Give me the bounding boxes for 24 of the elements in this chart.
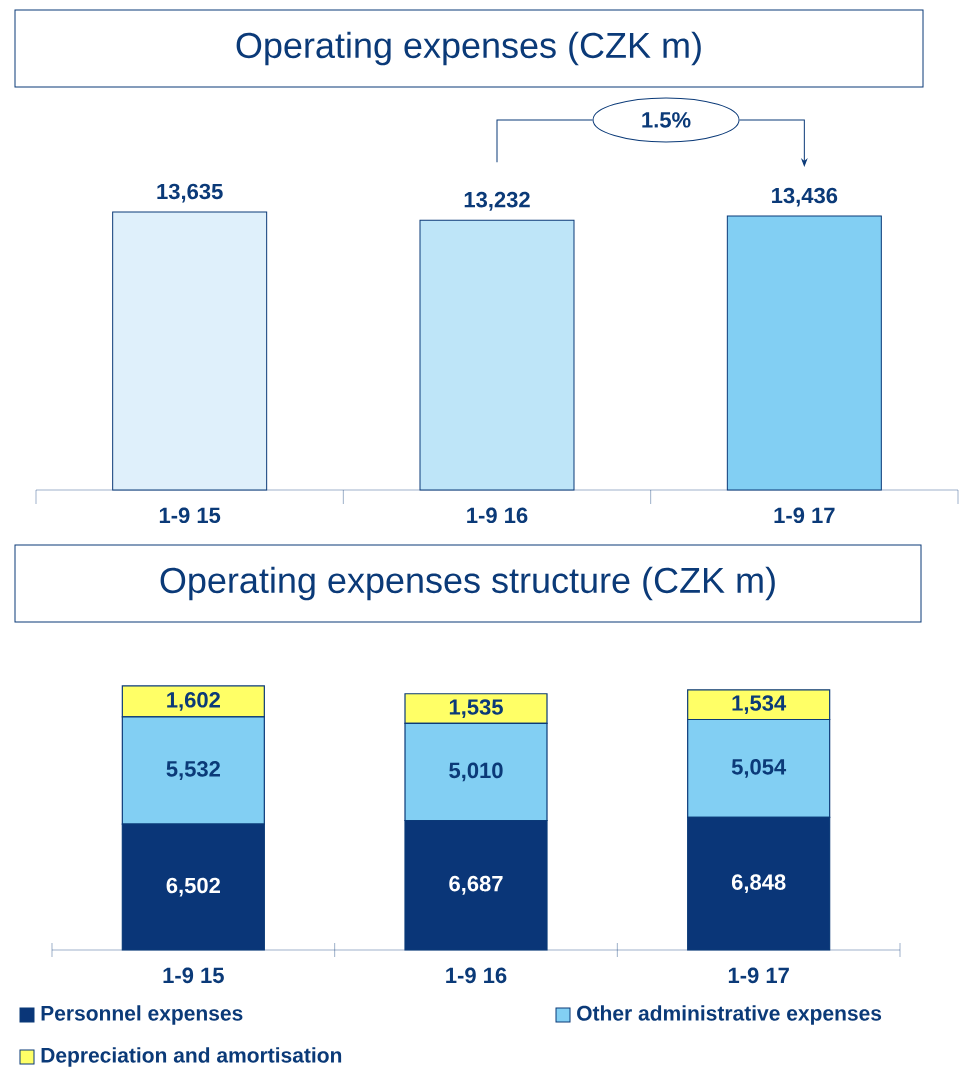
data-label: 1,534: [732, 695, 787, 715]
data-label: 5,532: [166, 761, 220, 780]
data-label: 5,054: [731, 759, 787, 778]
legend-label: Other administrative expenses: [577, 1005, 882, 1025]
x-tick-label: 1-9 16: [446, 967, 507, 984]
x-tick-label: 1-9 15: [159, 507, 221, 524]
data-label: 13,232: [464, 191, 530, 211]
chart-title: Operating expenses structure (CZK m): [160, 566, 775, 601]
text: 1.5%: [642, 112, 691, 128]
data-label: 6,502: [166, 877, 220, 897]
legend-label: Depreciation and amortisation: [41, 1047, 342, 1067]
data-label: 5,010: [449, 762, 503, 782]
x-tick-label: 1-9 16: [467, 507, 528, 524]
x-tick-label: 1-9 15: [163, 967, 224, 984]
chart-title: Operating expenses (CZK m): [236, 31, 701, 66]
data-label: 13,436: [772, 187, 838, 207]
data-label: 6,848: [731, 874, 786, 894]
data-label: 13,635: [157, 183, 223, 203]
legend-label: Personnel expenses: [41, 1005, 243, 1025]
data-label: 1,535: [449, 699, 503, 718]
x-tick-label: 1-9 17: [728, 967, 789, 984]
data-label: 6,687: [449, 875, 503, 895]
x-tick-label: 1-9 17: [774, 507, 835, 524]
data-label: 1,602: [167, 692, 220, 711]
